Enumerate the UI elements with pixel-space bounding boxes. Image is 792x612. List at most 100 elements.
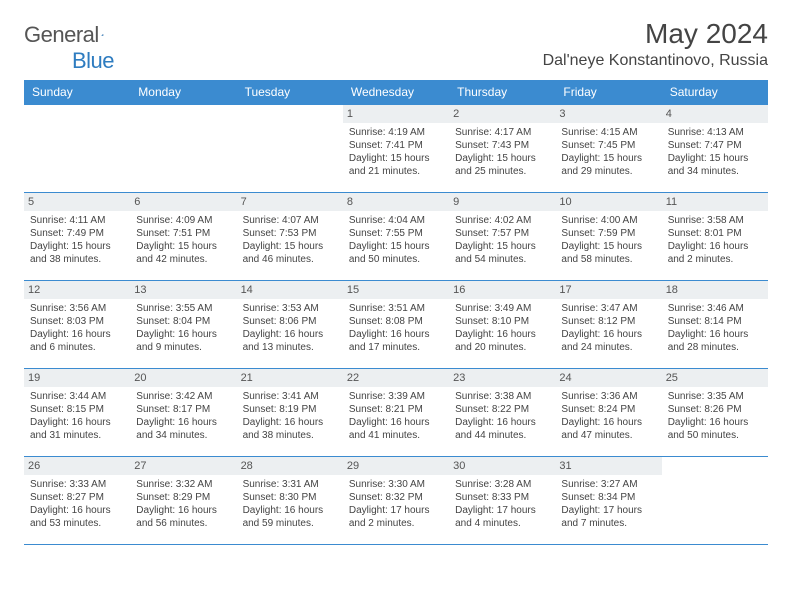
sunrise-text: Sunrise: 3:44 AM	[30, 390, 124, 403]
page-header: General May 2024 Dal'neye Konstantinovo,…	[24, 18, 768, 70]
sunrise-text: Sunrise: 4:13 AM	[668, 126, 762, 139]
location-text: Dal'neye Konstantinovo, Russia	[543, 52, 768, 70]
calendar-row: 19Sunrise: 3:44 AMSunset: 8:15 PMDayligh…	[24, 369, 768, 457]
calendar-cell: 26Sunrise: 3:33 AMSunset: 8:27 PMDayligh…	[24, 457, 130, 545]
sunset-text: Sunset: 8:14 PM	[668, 315, 762, 328]
weekday-header: Wednesday	[343, 80, 449, 105]
sunset-text: Sunset: 8:24 PM	[561, 403, 655, 416]
calendar-cell: 22Sunrise: 3:39 AMSunset: 8:21 PMDayligh…	[343, 369, 449, 457]
calendar-cell: 4Sunrise: 4:13 AMSunset: 7:47 PMDaylight…	[662, 105, 768, 193]
daylight-text: Daylight: 16 hours and 50 minutes.	[668, 416, 762, 442]
sunset-text: Sunset: 8:26 PM	[668, 403, 762, 416]
sunrise-text: Sunrise: 3:36 AM	[561, 390, 655, 403]
calendar-cell: 24Sunrise: 3:36 AMSunset: 8:24 PMDayligh…	[555, 369, 661, 457]
daylight-text: Daylight: 15 hours and 34 minutes.	[668, 152, 762, 178]
day-number: 15	[343, 281, 449, 299]
sunset-text: Sunset: 8:19 PM	[243, 403, 337, 416]
sunset-text: Sunset: 8:34 PM	[561, 491, 655, 504]
sunset-text: Sunset: 8:33 PM	[455, 491, 549, 504]
daylight-text: Daylight: 16 hours and 41 minutes.	[349, 416, 443, 442]
daylight-text: Daylight: 16 hours and 34 minutes.	[136, 416, 230, 442]
sunrise-text: Sunrise: 3:39 AM	[349, 390, 443, 403]
calendar-cell	[237, 105, 343, 193]
calendar-cell: 5Sunrise: 4:11 AMSunset: 7:49 PMDaylight…	[24, 193, 130, 281]
sunset-text: Sunset: 8:17 PM	[136, 403, 230, 416]
calendar-cell: 9Sunrise: 4:02 AMSunset: 7:57 PMDaylight…	[449, 193, 555, 281]
weekday-header: Sunday	[24, 80, 130, 105]
sunrise-text: Sunrise: 3:38 AM	[455, 390, 549, 403]
daylight-text: Daylight: 15 hours and 21 minutes.	[349, 152, 443, 178]
calendar-body: 1Sunrise: 4:19 AMSunset: 7:41 PMDaylight…	[24, 105, 768, 545]
calendar-cell: 29 Sunrise: 3:30 AMSunset: 8:32 PMDayligh…	[343, 457, 449, 545]
sunrise-text: Sunrise: 3:30 AM	[349, 478, 443, 491]
sunset-text: Sunset: 8:04 PM	[136, 315, 230, 328]
sunrise-text: Sunrise: 3:33 AM	[30, 478, 124, 491]
sunset-text: Sunset: 7:47 PM	[668, 139, 762, 152]
day-number: 2	[449, 105, 555, 123]
daylight-text: Daylight: 17 hours and 2 minutes.	[349, 504, 443, 530]
daylight-text: Daylight: 16 hours and 2 minutes.	[668, 240, 762, 266]
day-number: 26	[24, 457, 130, 475]
sunrise-text: Sunrise: 3:42 AM	[136, 390, 230, 403]
day-number: 14	[237, 281, 343, 299]
day-number: 29	[343, 457, 449, 475]
day-number: 13	[130, 281, 236, 299]
day-number: 22	[343, 369, 449, 387]
sunset-text: Sunset: 8:22 PM	[455, 403, 549, 416]
daylight-text: Daylight: 16 hours and 59 minutes.	[243, 504, 337, 530]
day-number: 11	[662, 193, 768, 211]
sunrise-text: Sunrise: 4:15 AM	[561, 126, 655, 139]
day-number: 23	[449, 369, 555, 387]
sunrise-text: Sunrise: 3:31 AM	[243, 478, 337, 491]
sunrise-text: Sunrise: 3:51 AM	[349, 302, 443, 315]
sunrise-text: Sunrise: 4:09 AM	[136, 214, 230, 227]
sunset-text: Sunset: 7:55 PM	[349, 227, 443, 240]
calendar-cell: 13Sunrise: 3:55 AMSunset: 8:04 PMDayligh…	[130, 281, 236, 369]
calendar-cell: 11Sunrise: 3:58 AMSunset: 8:01 PMDayligh…	[662, 193, 768, 281]
daylight-text: Daylight: 16 hours and 31 minutes.	[30, 416, 124, 442]
calendar-cell: 16Sunrise: 3:49 AMSunset: 8:10 PMDayligh…	[449, 281, 555, 369]
sunset-text: Sunset: 7:51 PM	[136, 227, 230, 240]
day-number: 25	[662, 369, 768, 387]
daylight-text: Daylight: 16 hours and 17 minutes.	[349, 328, 443, 354]
day-number: 8	[343, 193, 449, 211]
sunset-text: Sunset: 8:03 PM	[30, 315, 124, 328]
calendar-cell: 31Sunrise: 3:27 AMSunset: 8:34 PMDayligh…	[555, 457, 661, 545]
sunrise-text: Sunrise: 3:53 AM	[243, 302, 337, 315]
calendar-cell: 20Sunrise: 3:42 AMSunset: 8:17 PMDayligh…	[130, 369, 236, 457]
logo-text-1: General	[24, 22, 99, 48]
day-number: 21	[237, 369, 343, 387]
daylight-text: Daylight: 16 hours and 9 minutes.	[136, 328, 230, 354]
weekday-header: Friday	[555, 80, 661, 105]
sunset-text: Sunset: 8:15 PM	[30, 403, 124, 416]
calendar-cell: 18Sunrise: 3:46 AMSunset: 8:14 PMDayligh…	[662, 281, 768, 369]
sunset-text: Sunset: 8:32 PM	[349, 491, 443, 504]
calendar-row: 26Sunrise: 3:33 AMSunset: 8:27 PMDayligh…	[24, 457, 768, 545]
sunrise-text: Sunrise: 3:47 AM	[561, 302, 655, 315]
logo-triangle-icon	[101, 26, 104, 44]
sunrise-text: Sunrise: 4:19 AM	[349, 126, 443, 139]
sunset-text: Sunset: 8:30 PM	[243, 491, 337, 504]
daylight-text: Daylight: 15 hours and 38 minutes.	[30, 240, 124, 266]
sunset-text: Sunset: 7:45 PM	[561, 139, 655, 152]
calendar-cell	[662, 457, 768, 545]
sunset-text: Sunset: 7:43 PM	[455, 139, 549, 152]
daylight-text: Daylight: 15 hours and 29 minutes.	[561, 152, 655, 178]
day-number: 1	[343, 105, 449, 123]
calendar-cell: 7Sunrise: 4:07 AMSunset: 7:53 PMDaylight…	[237, 193, 343, 281]
sunset-text: Sunset: 7:57 PM	[455, 227, 549, 240]
logo: General	[24, 22, 119, 48]
weekday-header-row: SundayMondayTuesdayWednesdayThursdayFrid…	[24, 80, 768, 105]
daylight-text: Daylight: 17 hours and 7 minutes.	[561, 504, 655, 530]
day-number: 3	[555, 105, 661, 123]
daylight-text: Daylight: 16 hours and 53 minutes.	[30, 504, 124, 530]
month-title: May 2024	[543, 18, 768, 50]
calendar-row: 5Sunrise: 4:11 AMSunset: 7:49 PMDaylight…	[24, 193, 768, 281]
calendar-cell: 10Sunrise: 4:00 AMSunset: 7:59 PMDayligh…	[555, 193, 661, 281]
sunrise-text: Sunrise: 3:35 AM	[668, 390, 762, 403]
calendar-cell: 1Sunrise: 4:19 AMSunset: 7:41 PMDaylight…	[343, 105, 449, 193]
calendar-cell: 23Sunrise: 3:38 AMSunset: 8:22 PMDayligh…	[449, 369, 555, 457]
calendar-cell: 3 Sunrise: 4:15 AMSunset: 7:45 PMDaylight…	[555, 105, 661, 193]
calendar-cell: 28Sunrise: 3:31 AMSunset: 8:30 PMDayligh…	[237, 457, 343, 545]
daylight-text: Daylight: 15 hours and 42 minutes.	[136, 240, 230, 266]
